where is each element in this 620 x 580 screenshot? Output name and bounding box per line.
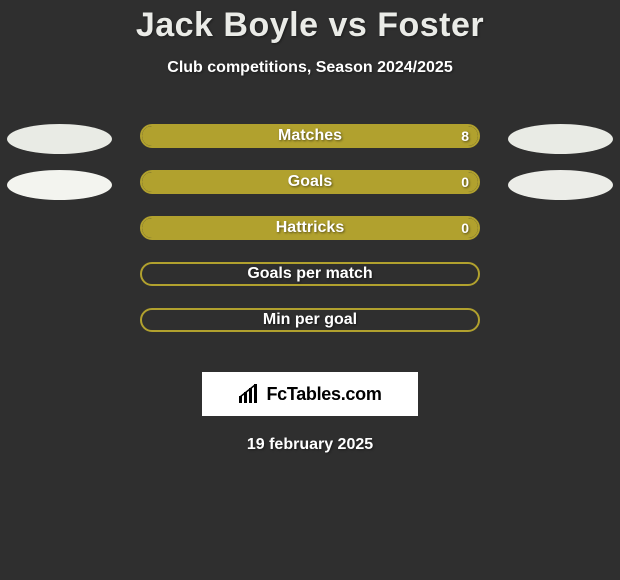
stat-row: Min per goal xyxy=(0,308,620,354)
stat-bar: Min per goal xyxy=(140,308,480,332)
player2-name: Foster xyxy=(377,6,484,44)
stat-row: Goals per match xyxy=(0,262,620,308)
logo-text: FcTables.com xyxy=(266,384,381,405)
stat-value-right: 8 xyxy=(461,126,469,146)
stat-row: Matches8 xyxy=(0,124,620,170)
stat-bar: Matches8 xyxy=(140,124,480,148)
stat-label: Min per goal xyxy=(142,310,478,330)
vs-text: vs xyxy=(328,6,367,44)
stat-bar: Hattricks0 xyxy=(140,216,480,240)
stat-bar-fill xyxy=(142,218,478,238)
date-text: 19 february 2025 xyxy=(0,436,620,454)
page-title: Jack Boyle vs Foster xyxy=(0,0,620,45)
stat-value-right: 0 xyxy=(461,218,469,238)
player2-stat-pill xyxy=(508,124,613,154)
stats-comparison-card: Jack Boyle vs Foster Club competitions, … xyxy=(0,0,620,580)
stat-value-right: 0 xyxy=(461,172,469,192)
player1-name: Jack Boyle xyxy=(136,6,319,44)
chart-icon xyxy=(238,384,260,404)
stat-row: Hattricks0 xyxy=(0,216,620,262)
stat-bar-fill xyxy=(142,126,478,146)
player2-stat-pill xyxy=(508,170,613,200)
stat-label: Goals per match xyxy=(142,264,478,284)
fctables-logo[interactable]: FcTables.com xyxy=(202,372,418,416)
stat-bar: Goals0 xyxy=(140,170,480,194)
player1-stat-pill xyxy=(7,124,112,154)
stat-row: Goals0 xyxy=(0,170,620,216)
stat-rows: Matches8 Goals0 Hattricks0 Goals per match M… xyxy=(0,124,620,354)
player1-stat-pill xyxy=(7,170,112,200)
stat-bar-fill xyxy=(142,172,478,192)
subtitle: Club competitions, Season 2024/2025 xyxy=(0,59,620,77)
stat-bar: Goals per match xyxy=(140,262,480,286)
